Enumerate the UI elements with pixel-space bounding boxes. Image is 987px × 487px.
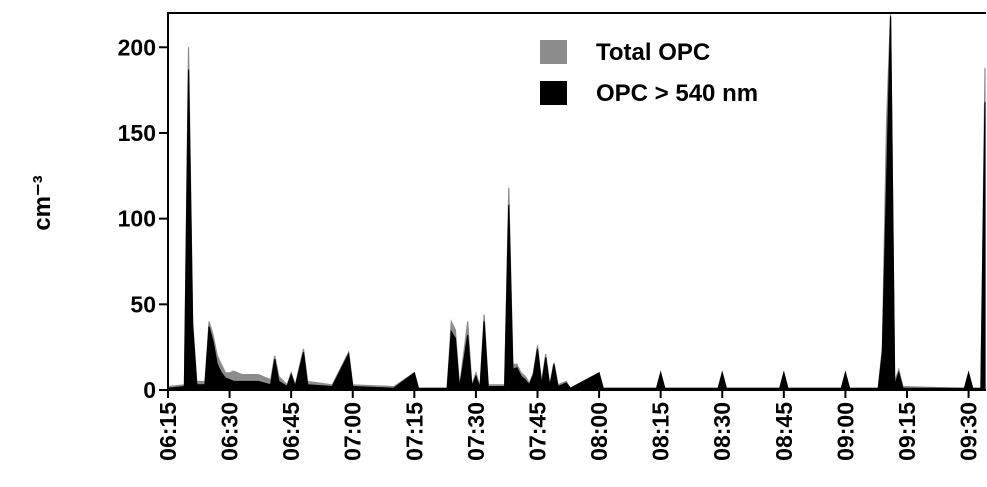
y-tick-label: 100	[118, 206, 156, 232]
x-tick-label: 06:45	[278, 402, 304, 461]
legend-swatch	[540, 81, 567, 105]
y-tick-label: 50	[130, 291, 156, 317]
x-tick-label: 09:30	[956, 402, 982, 461]
y-tick-label: 0	[143, 377, 156, 403]
x-tick-label: 06:15	[155, 402, 181, 461]
legend-swatch	[540, 40, 567, 64]
x-tick-label: 07:15	[401, 402, 427, 461]
x-tick-label: 07:00	[340, 402, 366, 461]
x-tick-label: 08:00	[586, 402, 612, 461]
legend-label: OPC > 540 nm	[596, 80, 758, 107]
plot-frame	[167, 12, 986, 391]
legend-label: Total OPC	[596, 39, 710, 66]
x-tick-label: 08:45	[771, 402, 797, 461]
x-tick-label: 08:15	[648, 402, 674, 461]
y-axis-label: cm⁻³	[29, 175, 56, 230]
x-tick-label: 06:30	[217, 402, 243, 461]
x-tick-label: 08:30	[709, 402, 735, 461]
x-tick-label: 07:45	[524, 402, 550, 461]
x-tick-label: 09:15	[894, 402, 920, 461]
x-tick-label: 07:30	[463, 402, 489, 461]
y-tick-label: 150	[118, 120, 156, 146]
y-tick-label: 200	[118, 34, 156, 60]
x-tick-label: 09:00	[832, 402, 858, 461]
series-area	[167, 12, 986, 391]
series-area	[167, 16, 986, 391]
